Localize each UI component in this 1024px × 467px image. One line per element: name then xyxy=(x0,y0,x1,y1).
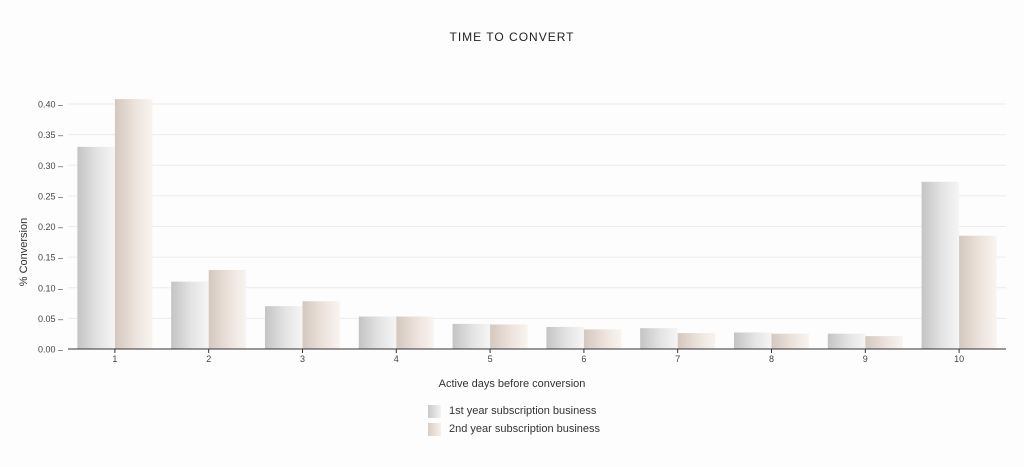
legend: 1st year subscription business 2nd year … xyxy=(428,402,600,438)
bar-series-1-day-3 xyxy=(264,306,303,349)
y-tick-label: 0.25 – xyxy=(38,191,63,201)
bar-series-1-day-9 xyxy=(827,333,866,349)
grid-lines xyxy=(68,103,1006,319)
bar-series-1-day-6 xyxy=(546,326,584,349)
bar-series-1-day-2 xyxy=(171,281,209,349)
y-tick-label: 0.30 – xyxy=(38,161,63,171)
bar-series-2-day-1 xyxy=(114,99,153,349)
x-tick-label: 5 xyxy=(488,354,493,364)
y-axis-ticks: 0.00 – 0.05 – 0.10 – 0.15 – 0.20 – 0.25 – 0.30… xyxy=(38,100,63,355)
legend-item-series-2: 2nd year subscription business xyxy=(428,420,600,438)
bars xyxy=(77,99,997,349)
bar-series-2-day-2 xyxy=(208,269,247,349)
bar-series-2-day-9 xyxy=(865,336,903,349)
legend-swatch-series-1 xyxy=(428,404,441,418)
bar-series-1-day-7 xyxy=(640,328,678,349)
x-axis-ticks: 1 2 3 4 5 6 7 8 9 10 xyxy=(68,348,1006,364)
y-axis-label: % Conversion xyxy=(18,217,30,287)
chart-title: TIME TO CONVERT xyxy=(449,30,575,44)
bar-series-1-day-8 xyxy=(733,332,772,349)
bar-series-2-day-7 xyxy=(677,333,716,349)
x-tick-label: 4 xyxy=(394,354,399,364)
x-tick-label: 1 xyxy=(112,354,117,364)
x-tick-label: 3 xyxy=(300,354,305,364)
bar-series-2-day-8 xyxy=(771,333,810,349)
y-tick-label: 0.15 – xyxy=(38,253,63,263)
x-tick-label: 7 xyxy=(675,354,680,364)
y-tick-label: 0.05 – xyxy=(38,314,63,324)
x-tick-label: 6 xyxy=(581,354,586,364)
legend-swatch-series-2 xyxy=(428,422,441,436)
y-tick-label: 0.20 – xyxy=(38,222,63,232)
x-tick-label: 9 xyxy=(863,354,868,364)
y-tick-label: 0.35 – xyxy=(38,130,63,140)
x-tick-label: 8 xyxy=(769,354,774,364)
bar-series-1-day-10 xyxy=(921,181,960,349)
x-tick-label: 2 xyxy=(206,354,211,364)
legend-label-series-2: 2nd year subscription business xyxy=(449,423,601,435)
bar-series-2-day-10 xyxy=(959,235,997,349)
legend-label-series-1: 1st year subscription business xyxy=(449,405,597,417)
legend-item-series-1: 1st year subscription business xyxy=(428,402,600,420)
bar-series-1-day-5 xyxy=(452,323,491,349)
bar-series-2-day-5 xyxy=(490,324,528,349)
x-axis-label: Active days before conversion xyxy=(438,378,586,390)
y-tick-label: 0.40 – xyxy=(38,100,63,110)
y-tick-label: 0.10 – xyxy=(38,283,63,293)
y-tick-label: 0.00 – xyxy=(38,345,63,355)
bar-series-1-day-1 xyxy=(77,146,115,349)
bar-series-2-day-4 xyxy=(396,316,434,349)
bar-series-2-day-6 xyxy=(583,329,622,349)
x-tick-label: 10 xyxy=(954,354,964,364)
bar-series-1-day-4 xyxy=(358,316,397,349)
bar-series-2-day-3 xyxy=(302,301,341,349)
